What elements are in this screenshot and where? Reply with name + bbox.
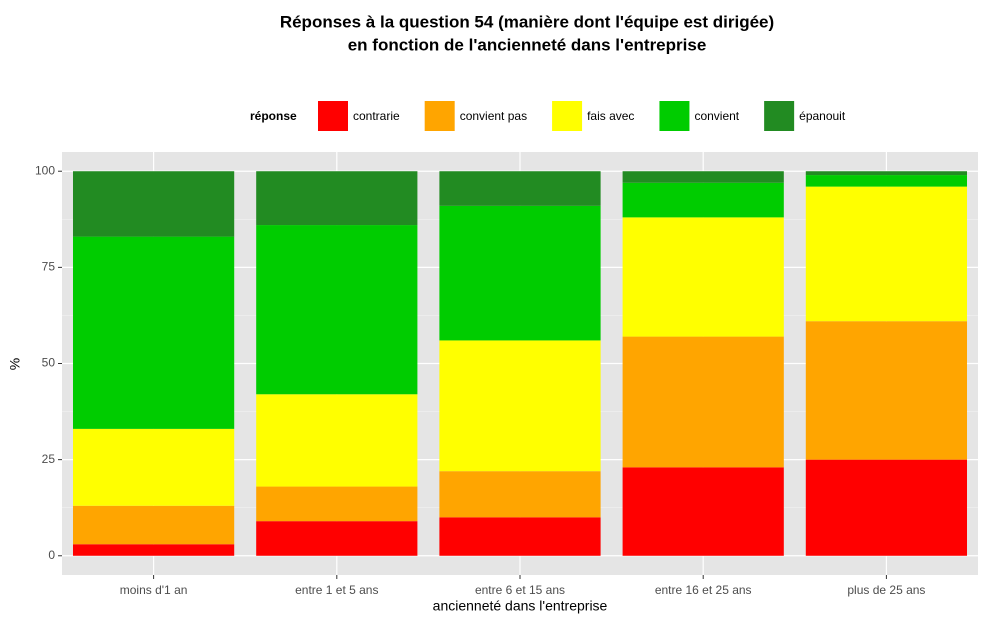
legend-title: réponse [250,109,297,123]
x-tick-label: moins d'1 an [120,583,188,597]
y-tick-label: 75 [42,260,56,274]
x-tick-label: entre 16 et 25 ans [655,583,752,597]
bar-segment [72,428,235,506]
bar-segment [256,171,418,226]
bar-segment [72,236,235,429]
chart-subtitle: en fonction de l'ancienneté dans l'entre… [348,35,707,54]
x-tick-label: entre 6 et 15 ans [475,583,565,597]
bar-segment [256,521,418,556]
bar-segment [72,171,235,237]
y-tick-label: 100 [35,163,55,177]
chart-title: Réponses à la question 54 (manière dont … [280,12,774,31]
bar-segment [805,459,968,556]
bar-segment [805,175,968,187]
bar-segment [256,225,418,395]
y-tick-label: 25 [42,452,56,466]
legend-key [659,101,690,131]
legend-key [764,101,795,131]
legend-label: épanouit [799,109,846,123]
legend-label: contrarie [353,109,400,123]
legend-key [552,101,583,131]
bar-segment [805,186,968,322]
x-tick-label: entre 1 et 5 ans [295,583,378,597]
legend-label: convient [694,109,739,123]
legend-key [424,101,455,131]
x-axis-label: ancienneté dans l'entreprise [433,598,608,614]
bar-segment [72,544,235,556]
y-tick-label: 0 [48,548,55,562]
bar-segment [622,336,784,468]
legend-label: convient pas [460,109,527,123]
bar-segment [622,217,784,337]
bar-segment [439,171,601,206]
bar-segment [439,471,601,518]
bar-segment [256,394,418,487]
bar-segment [72,505,235,545]
bar-segment [439,517,601,556]
bar-segment [439,340,601,472]
y-axis-label: % [7,358,23,370]
bar-segment [439,205,601,341]
x-tick-label: plus de 25 ans [847,583,925,597]
bar-segment [622,182,784,218]
bar-segment [805,171,968,176]
legend-key [318,101,348,131]
legend-label: fais avec [587,109,634,123]
bar-segment [622,467,784,556]
bar-segment [805,321,968,460]
bar-segment [622,171,784,183]
y-tick-label: 50 [42,356,56,370]
bar-segment [256,486,418,522]
